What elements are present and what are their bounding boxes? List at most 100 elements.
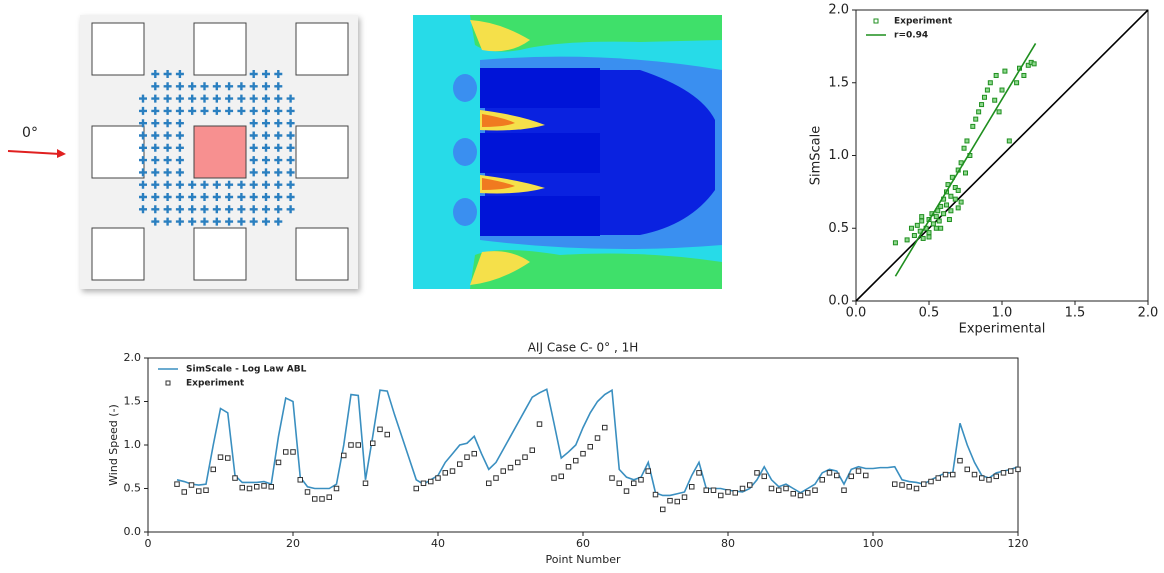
marker: [348, 442, 354, 448]
probe-cross: [274, 94, 283, 103]
marker: [993, 72, 999, 78]
contour-vortex: [453, 74, 477, 102]
probe-cross: [188, 217, 197, 226]
probe-cross: [175, 193, 184, 201]
marker: [188, 482, 195, 488]
marker: [529, 447, 535, 453]
blocks: [91, 22, 349, 281]
block: [91, 227, 145, 281]
probe-cross: [175, 156, 184, 165]
probe-cross: [163, 70, 172, 78]
probe-cross: [225, 217, 234, 226]
marker: [710, 487, 717, 493]
probe-cross: [139, 106, 147, 115]
marker: [210, 466, 216, 473]
probe-cross: [163, 94, 172, 103]
probe-cross: [151, 156, 160, 165]
marker: [225, 455, 231, 461]
marker: [196, 488, 202, 494]
probe-cross: [262, 143, 270, 152]
probe-cross: [262, 156, 270, 165]
probe-cross: [139, 168, 147, 177]
building: [480, 68, 600, 108]
legend-label: Experiment: [894, 17, 953, 27]
probe-cross: [225, 94, 234, 103]
probe-cross: [286, 168, 295, 177]
marker: [906, 484, 912, 490]
probe-cross: [225, 106, 234, 115]
contour-band: [470, 250, 722, 289]
marker: [304, 489, 311, 495]
y-tick-label: 2.0: [828, 3, 849, 18]
marker: [645, 468, 651, 474]
building: [480, 196, 600, 236]
marker: [420, 480, 427, 487]
probe-cross: [249, 94, 258, 103]
probe-cross: [163, 119, 172, 128]
marker: [370, 440, 376, 447]
probe-cross: [175, 70, 184, 78]
probe-cross: [175, 106, 184, 115]
marker: [938, 225, 944, 231]
probe-cross: [139, 143, 147, 152]
marker: [739, 485, 746, 492]
block: [91, 125, 145, 179]
marker: [986, 477, 992, 483]
probe-cross: [225, 193, 234, 201]
charts: 0.0 0.5 1.0 1.5 2.0 0.0 0.5 1.0 1.5 2.0 Experiment…: [107, 3, 1158, 567]
block: [193, 22, 247, 76]
marker: [254, 484, 260, 490]
marker: [904, 237, 910, 243]
legend-swatch: [165, 380, 171, 386]
probe-cross: [274, 180, 283, 189]
marker: [696, 470, 702, 476]
block: [295, 125, 349, 179]
marker: [493, 475, 499, 481]
marker: [268, 484, 274, 490]
marker: [961, 145, 967, 151]
probe-cross: [175, 119, 184, 128]
probe-cross: [286, 180, 295, 189]
marker: [616, 480, 622, 487]
probe-cross: [212, 205, 221, 214]
marker: [819, 477, 825, 483]
probe-cross: [274, 70, 283, 78]
probe-cross: [274, 82, 283, 91]
marker: [428, 478, 434, 485]
marker: [848, 473, 854, 480]
probe-cross: [262, 94, 270, 103]
marker: [892, 481, 898, 487]
marker: [935, 475, 941, 481]
marker: [948, 208, 954, 214]
contour-image: [413, 15, 722, 289]
probe-cross: [151, 106, 160, 115]
probe-cross: [151, 180, 160, 189]
probe-cross: [212, 217, 221, 226]
probe-cross: [274, 119, 283, 128]
marker: [928, 478, 934, 485]
contour-vortex: [453, 138, 477, 166]
marker: [522, 454, 528, 460]
marker: [515, 459, 521, 466]
marker: [950, 471, 956, 478]
block: [193, 227, 247, 281]
probe-cross: [249, 180, 258, 189]
probe-cross: [212, 82, 221, 91]
marker: [834, 472, 840, 479]
plot-frame: [147, 357, 1019, 533]
marker: [971, 471, 978, 478]
probe-cross: [286, 106, 295, 115]
marker: [573, 457, 579, 464]
probe-cross: [286, 143, 295, 152]
marker: [863, 472, 869, 479]
marker: [725, 489, 731, 495]
probe-cross: [274, 143, 283, 152]
marker: [1021, 72, 1027, 78]
marker: [341, 452, 347, 459]
probe-cross: [212, 193, 221, 201]
marker: [981, 94, 987, 100]
marker: [507, 464, 514, 471]
probe-cross: [175, 143, 184, 152]
probe-cross: [163, 106, 172, 115]
contour-vortex: [453, 198, 477, 226]
